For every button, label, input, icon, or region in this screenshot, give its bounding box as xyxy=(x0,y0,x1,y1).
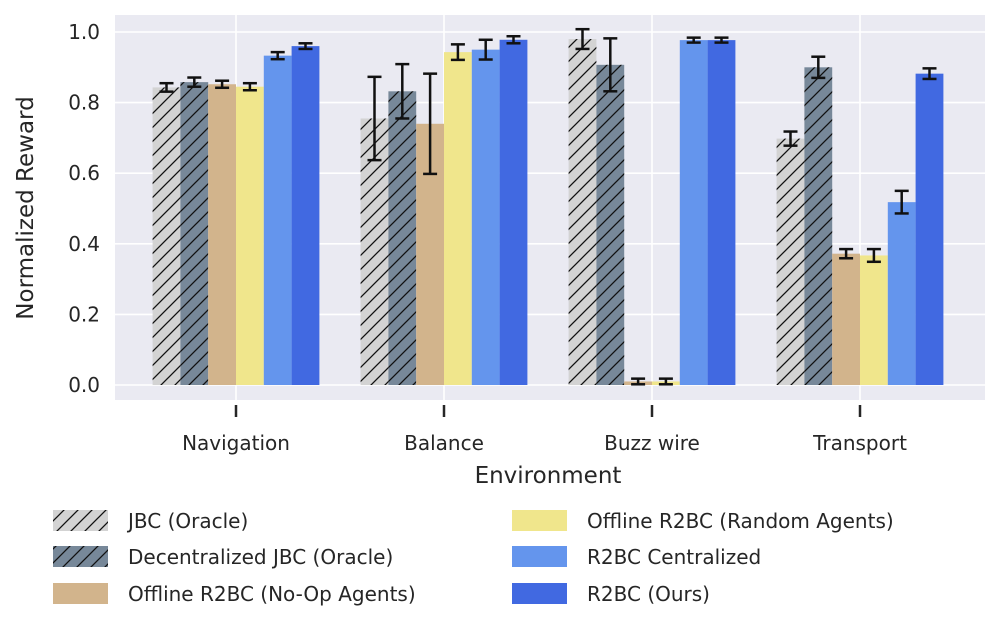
y-axis-ticks: 0.0 0.2 0.4 0.6 0.8 1.0 xyxy=(68,20,100,397)
x-tick-label: Navigation xyxy=(182,431,290,455)
y-tick-label: 0.2 xyxy=(68,302,100,326)
x-tick-label: Transport xyxy=(812,431,907,455)
bar-hatch xyxy=(180,82,209,385)
bar xyxy=(444,52,472,385)
bar xyxy=(291,46,320,386)
bar xyxy=(236,86,264,385)
legend-label: R2BC Centralized xyxy=(587,545,761,569)
legend: JBC (Oracle) Decentralized JBC (Oracle) Of… xyxy=(53,509,894,606)
bar-hatch xyxy=(568,39,597,386)
bars-group xyxy=(152,39,944,386)
legend-swatch-hatch xyxy=(53,510,108,531)
y-tick-label: 0.8 xyxy=(68,91,100,115)
bar xyxy=(679,40,708,386)
bar xyxy=(832,253,860,385)
x-tick-label: Balance xyxy=(404,431,484,455)
legend-swatch xyxy=(512,510,567,531)
legend-label: R2BC (Ours) xyxy=(587,582,710,606)
x-axis-ticks: Navigation Balance Buzz wire Transport xyxy=(182,405,907,455)
bar-hatch xyxy=(152,87,181,386)
bar xyxy=(887,202,916,385)
y-tick-label: 0.0 xyxy=(68,373,100,397)
y-axis-label: Normalized Reward xyxy=(13,96,39,319)
legend-label: JBC (Oracle) xyxy=(126,509,248,533)
bar-hatch xyxy=(388,91,417,385)
bar-hatch xyxy=(776,138,805,385)
legend-swatch xyxy=(512,546,567,567)
legend-label: Offline R2BC (No-Op Agents) xyxy=(128,582,416,606)
bar xyxy=(208,84,236,385)
x-axis-label: Environment xyxy=(475,463,622,489)
legend-swatch xyxy=(53,583,108,604)
y-tick-label: 0.6 xyxy=(68,161,100,185)
bar xyxy=(915,73,944,386)
legend-label: Offline R2BC (Random Agents) xyxy=(587,509,894,533)
x-tick-label: Buzz wire xyxy=(604,431,700,455)
bar-hatch xyxy=(596,64,625,385)
error-bars-group xyxy=(159,27,937,386)
bar-hatch xyxy=(804,67,833,386)
legend-label: Decentralized JBC (Oracle) xyxy=(128,545,393,569)
legend-swatch xyxy=(512,583,567,604)
bar xyxy=(471,49,500,386)
bar xyxy=(499,39,528,386)
bar xyxy=(860,255,888,385)
y-tick-label: 0.4 xyxy=(68,232,100,256)
legend-swatch-hatch xyxy=(53,546,108,567)
bar xyxy=(707,40,736,386)
y-tick-label: 1.0 xyxy=(68,20,100,44)
bar xyxy=(263,55,292,385)
bar-hatch xyxy=(360,118,389,386)
